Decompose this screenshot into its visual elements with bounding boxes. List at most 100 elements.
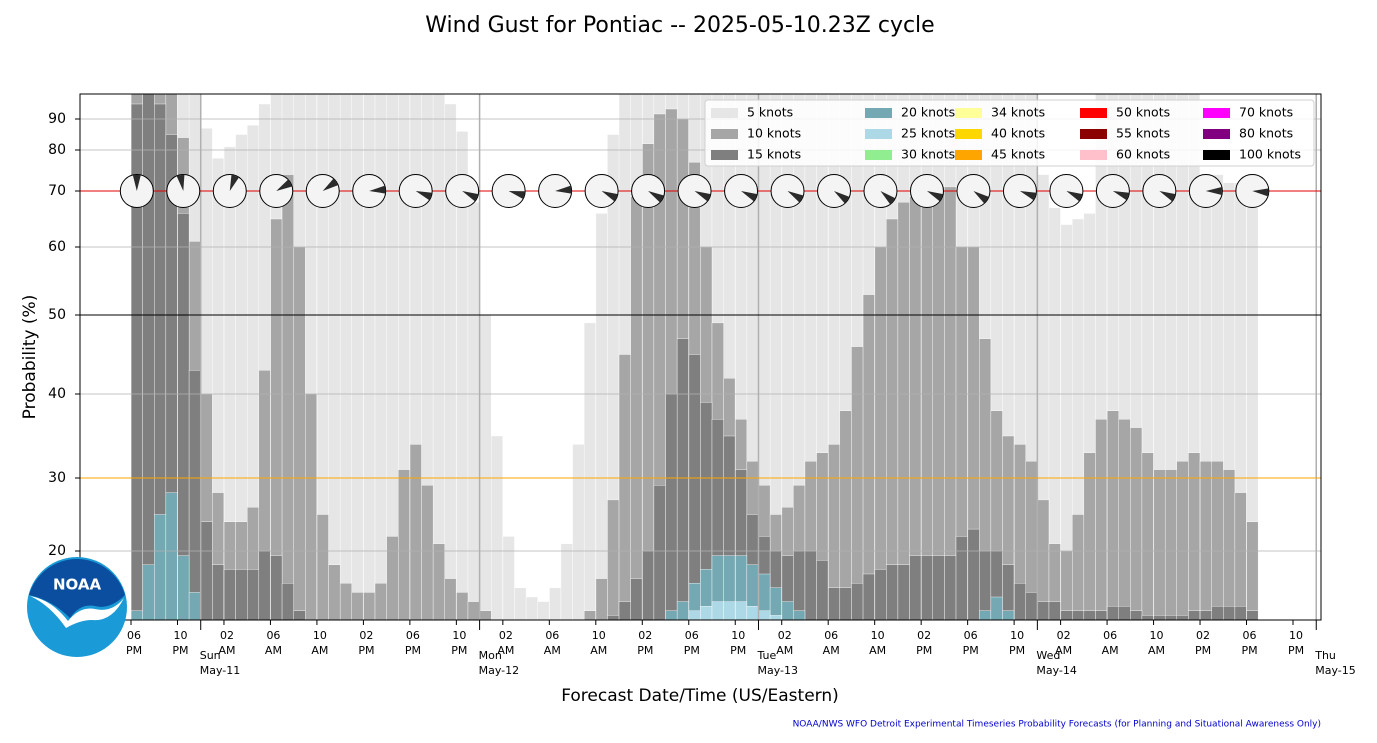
legend-label: 10 knots [747,126,801,141]
bar [1188,610,1201,620]
bar [351,592,364,620]
bar [607,499,620,620]
bar [1013,583,1026,620]
bar [281,583,294,620]
bar [258,550,271,620]
bar [328,94,341,620]
bar [130,610,143,620]
bar [223,569,236,620]
bar [467,601,480,620]
bar [897,201,910,620]
legend-label: 34 knots [991,105,1045,120]
x-day-label: Thu May-15 [1315,649,1356,677]
bar [363,592,376,620]
legend-label: 70 knots [1239,105,1293,120]
x-tick-label: 06 AM [543,629,561,657]
x-tick-label: 02 AM [218,629,236,657]
x-tick-label: 02 AM [776,629,794,657]
bar [386,536,399,620]
legend-label: 45 knots [991,147,1045,162]
bar [1234,606,1247,620]
legend-swatch [955,129,982,139]
bar [944,186,957,620]
y-tick-label: 70 [48,183,66,199]
wind-direction-wedge [1112,191,1130,201]
wind-dial [1002,174,1037,208]
bar [851,346,864,620]
bar [1106,606,1119,620]
wind-direction-wedge [694,191,711,202]
logo-text: NOAA [53,576,102,594]
legend-swatch [1203,129,1230,139]
legend-label: 40 knots [991,126,1045,141]
bar [781,601,794,620]
legend-label: 60 knots [1116,147,1170,162]
bar [1130,427,1143,620]
bar [1223,469,1236,620]
bar [1211,606,1224,620]
x-tick-label: 10 PM [730,629,747,657]
wind-direction-wedge [787,191,804,203]
bar [607,615,620,620]
bar [676,601,689,620]
x-tick-label: 02 AM [1055,629,1073,657]
y-axis-label: Probability (%) [20,295,40,420]
bar [595,213,608,620]
logo-top [29,558,125,618]
bar [421,485,434,620]
legend-swatch [711,108,738,118]
wind-direction-wedge [1252,188,1269,197]
bar [1095,610,1108,620]
bar [1199,461,1212,620]
wind-direction-wedge [601,191,618,202]
bar [944,555,957,620]
wind-direction-wedge [926,191,944,202]
bar [374,94,387,620]
bar [793,610,806,620]
bar [1223,606,1236,620]
bar [142,564,155,620]
legend-swatch [955,150,982,160]
x-tick-label: 06 PM [404,629,421,657]
wind-direction-wedge [1066,191,1083,202]
wind-direction-wedge [369,185,386,194]
legend-swatch [711,150,738,160]
legend-label: 80 knots [1239,126,1293,141]
x-axis-label: Forecast Date/Time (US/Eastern) [561,686,839,706]
bar [409,444,422,620]
bar [769,615,782,620]
bar [537,601,550,620]
wind-direction-wedge [276,179,293,191]
legend-swatch [1203,108,1230,118]
x-tick-label: 10 PM [172,629,189,657]
x-tick-label: 06 PM [962,629,979,657]
legend-swatch [865,150,892,160]
bar [653,485,666,620]
bar [270,555,283,620]
bar [549,587,562,620]
wind-direction-wedge [741,191,758,202]
bar [1153,615,1166,620]
bar [572,444,585,620]
legend-swatch [1080,150,1107,160]
bar [142,94,155,620]
bar [1176,461,1189,620]
noaa-logo: NOAA [27,557,127,657]
bar [177,555,190,620]
legend-label: 25 knots [901,126,955,141]
bar [281,174,294,620]
bar [1037,601,1050,620]
wind-direction-wedge [880,191,896,205]
bar [235,569,248,620]
y-tick-label: 50 [48,307,66,323]
wind-direction-wedge [834,191,850,204]
bar [1141,615,1154,620]
bar [1048,601,1061,620]
bar [1246,610,1259,620]
legend-label: 5 knots [747,105,793,120]
legend-label: 55 knots [1116,126,1170,141]
bar [491,435,504,620]
bar [502,536,515,620]
bar [862,294,875,620]
